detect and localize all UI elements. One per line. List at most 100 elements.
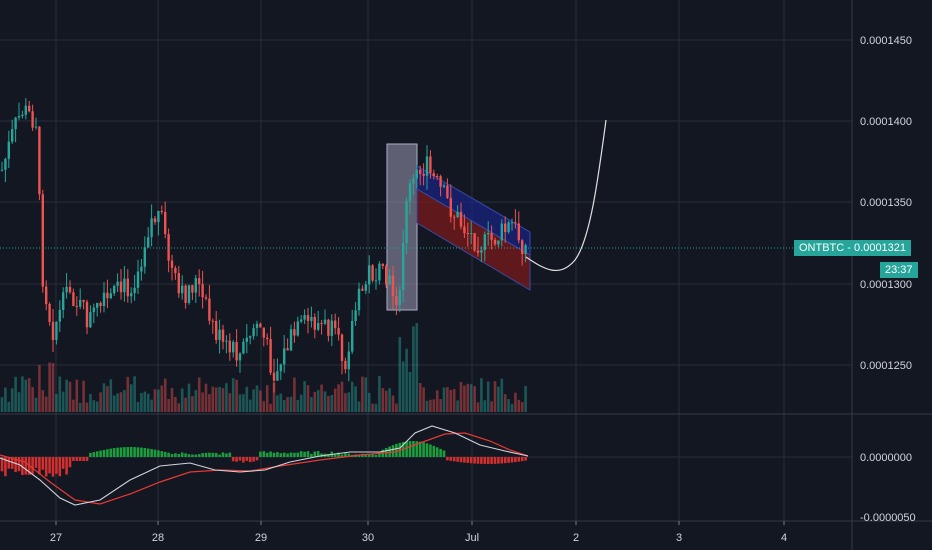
macd-histogram-bar xyxy=(99,450,102,457)
candle-body xyxy=(385,265,388,285)
candle-body xyxy=(140,266,143,272)
macd-histogram-bar xyxy=(126,447,130,457)
time-tick-label: Jul xyxy=(465,532,479,544)
macd-histogram-bar xyxy=(65,457,68,475)
macd-histogram-bar xyxy=(378,453,381,457)
volume-bar xyxy=(347,392,351,412)
candle-body xyxy=(507,222,510,233)
projection-curve[interactable] xyxy=(525,119,607,271)
macd-histogram-bar xyxy=(7,457,11,469)
price-axis[interactable]: 0.0001450 0.0001400 0.0001350 0.0001300 0.00… xyxy=(860,35,912,372)
candle-body xyxy=(293,329,296,336)
candle-body xyxy=(439,176,442,187)
volume-bar xyxy=(10,388,14,412)
macd-histogram-bar xyxy=(75,457,79,461)
candle-body xyxy=(412,178,415,184)
macd-histogram-bar xyxy=(415,441,419,457)
volume-bar xyxy=(449,389,453,412)
macd-histogram-bar xyxy=(286,453,289,457)
volume-bar xyxy=(208,394,211,412)
macd-histogram-bar xyxy=(490,457,493,464)
candle-body xyxy=(133,287,136,294)
candle-body xyxy=(459,211,463,227)
candle-body xyxy=(157,210,160,223)
macd-histogram-bar xyxy=(106,449,109,457)
macd-histogram-bar xyxy=(296,452,300,457)
volume-bar xyxy=(129,384,133,412)
macd-histogram-bar xyxy=(38,457,41,475)
candle-body xyxy=(300,319,303,322)
candle-body xyxy=(395,296,398,306)
candle-body xyxy=(381,263,384,266)
candle-body xyxy=(123,278,126,293)
time-tick-label: 2 xyxy=(573,532,579,544)
macd-histogram-bar xyxy=(510,457,514,463)
candle-body xyxy=(402,243,405,291)
volume-bar xyxy=(265,385,269,412)
candle-body xyxy=(313,316,316,330)
macd-histogram-bar xyxy=(422,442,425,457)
macd-histogram-bar xyxy=(405,441,408,457)
volume-bar xyxy=(41,390,45,412)
macd-histogram-bar xyxy=(146,448,150,457)
macd-histogram-bar xyxy=(10,457,14,469)
macd-histogram-bar xyxy=(469,457,473,464)
volume-bar xyxy=(24,379,28,412)
candle-body xyxy=(476,250,480,253)
macd-histogram-bar xyxy=(221,452,225,457)
macd-histogram-bar xyxy=(58,457,62,477)
candle-body xyxy=(136,271,140,288)
volume-bar xyxy=(357,401,361,412)
macd-histogram-bar xyxy=(129,447,133,457)
candle-body xyxy=(109,293,112,299)
volume-bar xyxy=(235,379,238,412)
volume-bar xyxy=(415,323,419,412)
volume-bar xyxy=(34,397,38,412)
volume-bar xyxy=(293,377,296,412)
candle-body xyxy=(198,278,201,285)
volume-bar xyxy=(323,391,327,412)
candle-body xyxy=(317,323,320,330)
macd-histogram-bar xyxy=(82,457,85,461)
macd-histogram-bar xyxy=(85,457,89,461)
volume-bar xyxy=(333,388,337,412)
volume-bar xyxy=(486,381,490,412)
macd-axis[interactable]: 0.0000000 -0.0000050 xyxy=(860,452,916,524)
macd-histogram-bar xyxy=(371,454,374,457)
volume-bar xyxy=(123,390,126,412)
candle-body xyxy=(347,351,350,370)
macd-histogram-bar xyxy=(497,457,500,464)
volume-bar xyxy=(395,403,398,412)
volume-bar xyxy=(184,397,187,412)
macd-histogram-bar xyxy=(439,448,442,457)
volume-bar xyxy=(65,379,68,412)
candle-body xyxy=(31,111,34,128)
macd-histogram-bar xyxy=(225,453,228,457)
candle-body xyxy=(524,245,527,255)
volume-bar xyxy=(435,390,439,412)
candle-body xyxy=(357,288,361,311)
volume-bar xyxy=(422,387,425,412)
macd-signal-line xyxy=(0,432,529,505)
candle-body xyxy=(480,250,483,253)
time-axis[interactable]: 27 28 29 30 Jul 2 3 4 xyxy=(50,521,787,544)
candle-body xyxy=(116,281,119,286)
candle-body xyxy=(340,334,344,361)
macd-histogram-bar xyxy=(269,451,272,457)
macd-histogram-bar xyxy=(412,441,415,457)
macd-histogram-bar xyxy=(337,452,340,457)
volume-bar xyxy=(364,377,368,412)
candle-body xyxy=(245,337,248,342)
macd-histogram-bar xyxy=(4,457,7,477)
candle-body xyxy=(79,299,82,307)
candle-body xyxy=(276,371,279,381)
candle-body xyxy=(334,320,337,329)
volume-bar xyxy=(469,384,473,412)
volume-bar xyxy=(483,400,487,412)
candle-body xyxy=(463,226,466,234)
candle-body xyxy=(269,339,272,373)
volume-bar xyxy=(146,393,150,412)
volume-bar xyxy=(388,388,391,412)
macd-histogram-bar xyxy=(282,452,286,457)
